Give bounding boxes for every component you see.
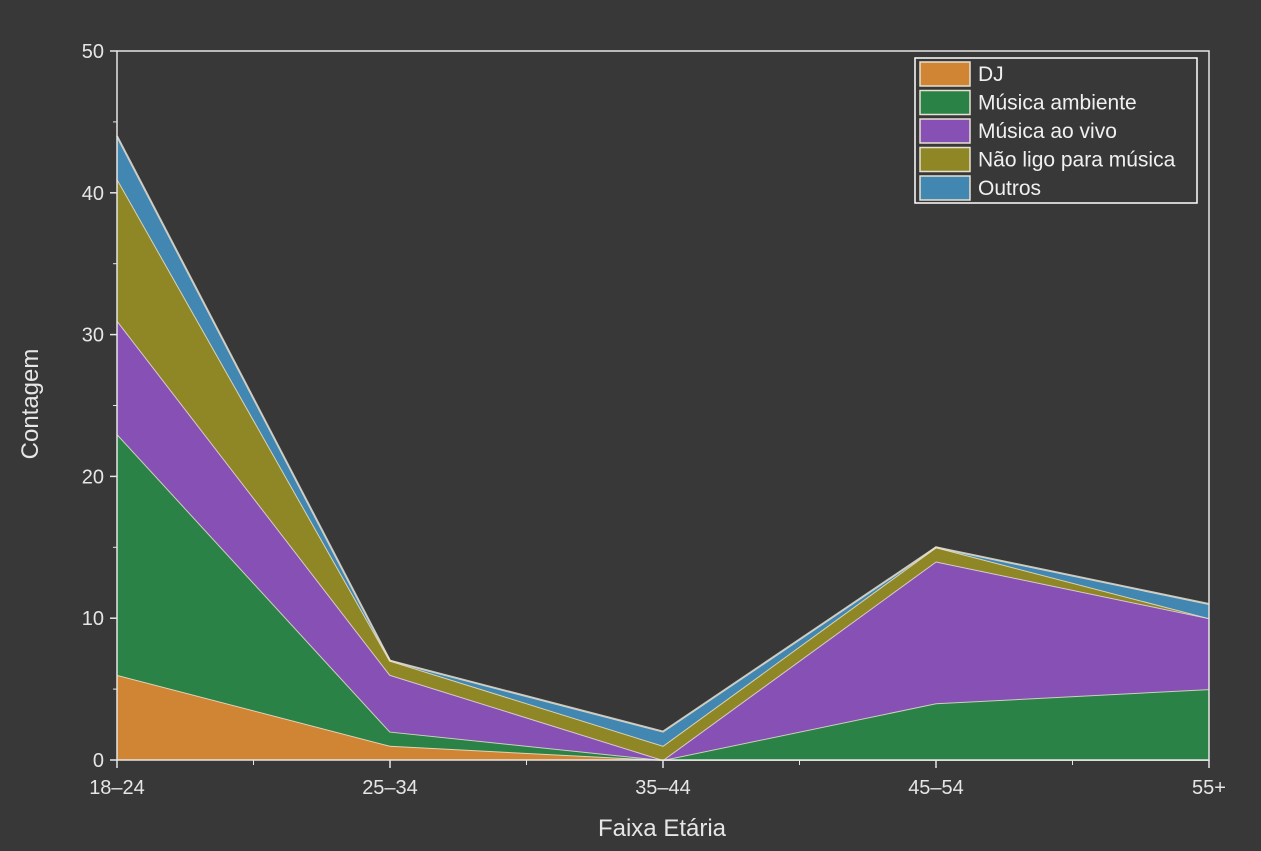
legend-label-musica-ambiente: Música ambiente: [978, 92, 1137, 115]
edge-outros: [116, 135, 1210, 733]
y-tick-label: 20: [82, 466, 104, 488]
legend-swatch-musica-ao-vivo: [919, 118, 971, 144]
y-axis-title: Contagem: [17, 349, 44, 460]
area-layers: [116, 135, 1210, 762]
legend-swatch-nao-ligo-para-musica: [919, 146, 971, 173]
x-tick-label: 55+: [1192, 777, 1226, 799]
y-tick-label: 50: [82, 41, 104, 63]
legend-label-musica-ao-vivo: Música ao vivo: [978, 120, 1117, 143]
y-axis: 0 10 20 30 40 50: [82, 41, 117, 772]
y-tick-label: 30: [82, 325, 104, 347]
legend-label-outros: Outros: [978, 177, 1041, 200]
legend-label-dj: DJ: [978, 63, 1004, 86]
y-tick-label: 40: [82, 183, 104, 205]
y-tick-label: 0: [93, 750, 104, 772]
x-tick-label: 18–24: [89, 777, 145, 799]
x-tick-label: 25–34: [362, 777, 418, 799]
legend-label-nao-ligo-para-musica: Não ligo para música: [978, 149, 1176, 172]
area-musica-ao-vivo: [117, 320, 1209, 760]
legend-swatch-outros: [919, 175, 971, 201]
x-axis-title: Faixa Etária: [598, 815, 727, 842]
x-tick-label: 35–44: [635, 777, 691, 799]
legend-swatch-dj: [919, 61, 971, 87]
legend: DJ Música ambiente Música ao vivo Não ligo …: [914, 57, 1198, 204]
legend-swatch-musica-ambiente: [919, 89, 971, 116]
x-axis: 18–24 25–34 35–44 45–54 55+: [89, 760, 1226, 799]
y-tick-label: 10: [82, 608, 104, 630]
x-tick-label: 45–54: [908, 777, 964, 799]
area-dj: [117, 674, 1209, 760]
area-musica-ambiente: [117, 433, 1209, 760]
